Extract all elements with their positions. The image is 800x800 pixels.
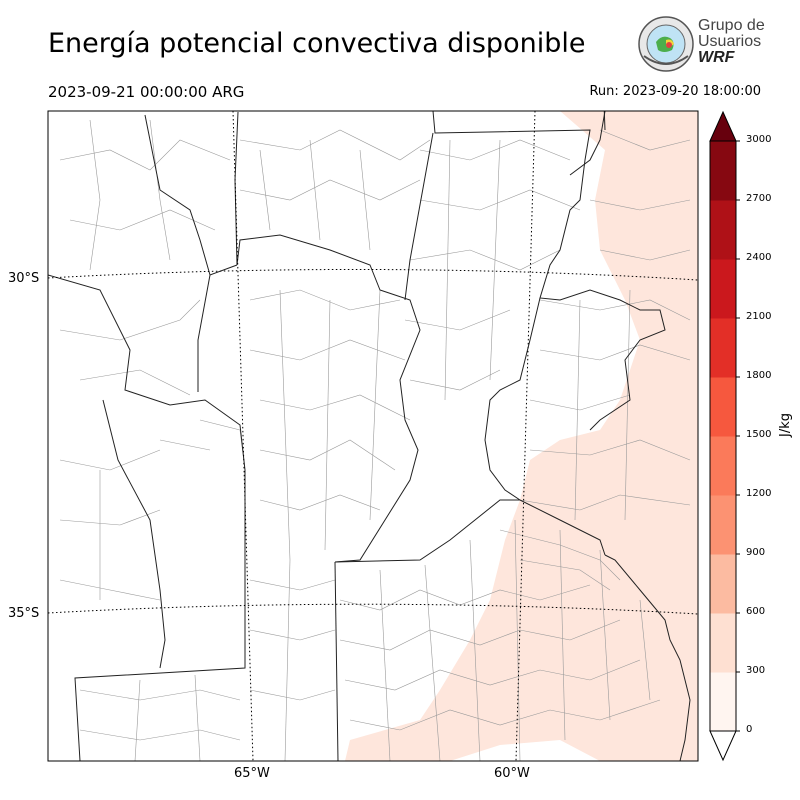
county-boundaries xyxy=(59,119,691,761)
map-title: Energía potencial convectiva disponible xyxy=(48,28,586,59)
colorbar-band xyxy=(710,377,736,437)
colorbar-band xyxy=(710,200,736,260)
colorbar-tick-label: 600 xyxy=(746,606,766,617)
lat-label-30s: 30°S xyxy=(8,271,40,286)
colorbar-band xyxy=(710,554,736,614)
colorbar-band xyxy=(710,141,736,201)
colorbar-band xyxy=(710,495,736,555)
colorbar-tick-label: 2100 xyxy=(746,311,772,322)
logo-line3: WRF xyxy=(698,49,735,66)
province-boundaries xyxy=(48,111,691,761)
colorbar-band xyxy=(710,672,736,732)
colorbar-tick-label: 2400 xyxy=(746,252,772,263)
map-frame xyxy=(47,110,699,762)
colorbar-tick-label: 3000 xyxy=(746,134,772,145)
colorbar xyxy=(709,110,740,762)
wrf-logo: Grupo de Usuarios WRF xyxy=(636,14,766,74)
colorbar-tick-label: 900 xyxy=(746,547,766,558)
graticule xyxy=(48,111,698,761)
logo-line2: Usuarios xyxy=(698,33,762,50)
colorbar-tick-label: 0 xyxy=(746,724,753,735)
colorbar-tick-label: 2700 xyxy=(746,193,772,204)
colorbar-tick-label: 300 xyxy=(746,665,766,676)
colorbar-extend-max xyxy=(709,110,737,142)
colorbar-tick-label: 1200 xyxy=(746,488,772,499)
colorbar-band xyxy=(710,259,736,319)
lat-label-35s: 35°S xyxy=(8,606,40,621)
colorbar-band xyxy=(710,318,736,378)
colorbar-extend-min xyxy=(709,730,737,762)
colorbar-tick-label: 1500 xyxy=(746,429,772,440)
cape-shading xyxy=(345,111,698,761)
run-time: Run: 2023-09-20 18:00:00 xyxy=(589,84,761,99)
colorbar-band xyxy=(710,613,736,673)
globe-icon xyxy=(638,16,694,72)
colorbar-tick-label: 1800 xyxy=(746,370,772,381)
logo-text: Grupo de Usuarios WRF xyxy=(698,18,765,66)
lon-label-65w: 65°W xyxy=(234,766,270,781)
valid-time: 2023-09-21 00:00:00 ARG xyxy=(48,83,245,101)
logo-line1: Grupo de xyxy=(698,17,765,34)
colorbar-unit: J/kg xyxy=(778,413,793,437)
lon-label-60w: 60°W xyxy=(494,766,530,781)
colorbar-band xyxy=(710,436,736,496)
